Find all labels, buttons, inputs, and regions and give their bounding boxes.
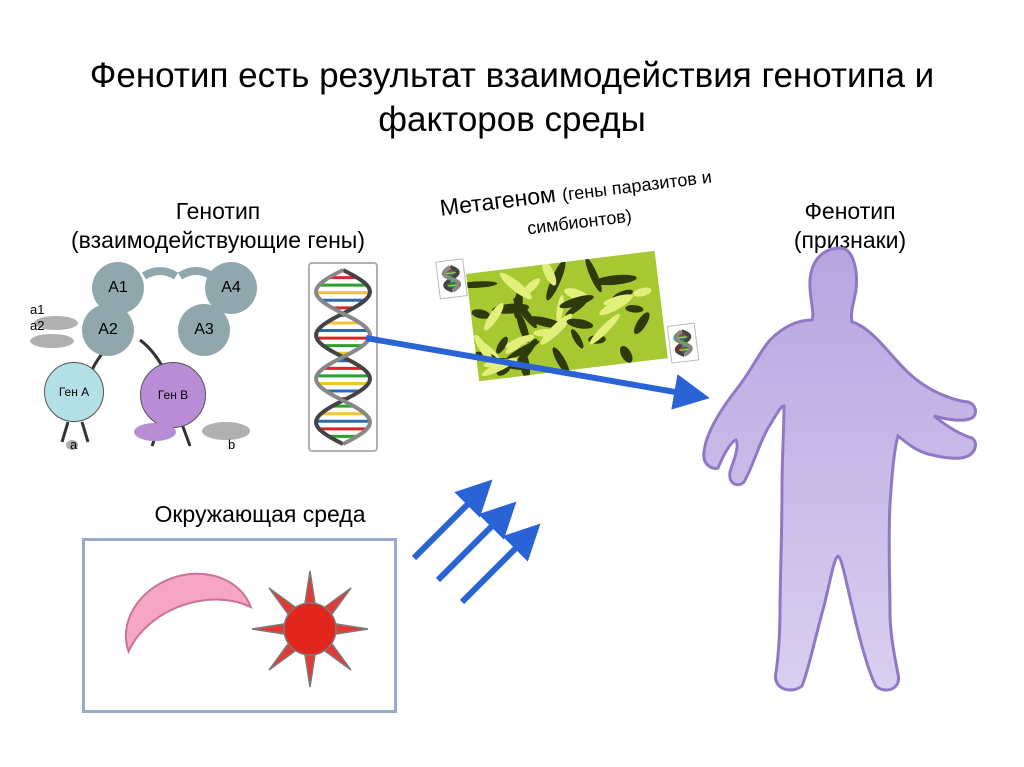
small-label: a xyxy=(70,437,77,452)
gene-a-circle: Ген А xyxy=(44,362,104,422)
phenotype-label-line1: Фенотип xyxy=(804,198,895,224)
small-label: a1 xyxy=(30,302,44,317)
bacteria-image xyxy=(466,251,668,381)
small-label: b xyxy=(228,437,235,452)
gene-b-circle: Ген В xyxy=(140,362,206,428)
dna-helix-box xyxy=(308,262,378,452)
gene-b-ellipse-icon xyxy=(134,420,194,450)
dna-tiny-icon xyxy=(435,258,467,299)
environment-label: Окружающая среда xyxy=(120,500,400,529)
metagenome-label-main: Метагеном xyxy=(438,180,563,221)
environment-svg xyxy=(85,541,394,710)
metagenome-illustration xyxy=(438,238,697,397)
allele-circle: А2 xyxy=(82,304,134,356)
genotype-illustration: А1А2А3А4 Ген А Ген В a1a2ab xyxy=(30,262,370,452)
small-label: a2 xyxy=(30,318,44,333)
page-title: Фенотип есть результат взаимодействия ге… xyxy=(87,54,937,142)
allele-circle: А4 xyxy=(205,262,257,314)
phenotype-human xyxy=(692,242,992,702)
genotype-label: Генотип (взаимодействующие гены) xyxy=(58,197,378,255)
genotype-label-line2: (взаимодействующие гены) xyxy=(71,227,365,253)
genotype-label-line1: Генотип xyxy=(176,198,261,224)
environment-illustration xyxy=(82,538,397,713)
